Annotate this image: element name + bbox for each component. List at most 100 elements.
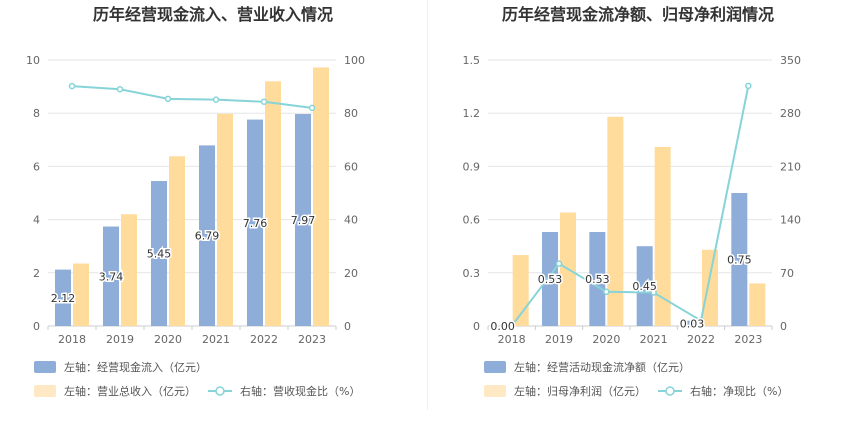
bar-primary: [199, 145, 215, 326]
ratio-point: [212, 96, 220, 103]
right-y-tick-label: 100: [344, 54, 365, 67]
bar-primary: [684, 320, 700, 326]
x-tick-label: 2023: [298, 333, 326, 346]
ratio-point: [650, 289, 657, 296]
bar-secondary: [265, 81, 281, 326]
bar-primary: [151, 181, 167, 326]
bar-data-label: 0.03: [680, 317, 705, 330]
left-y-tick-label: 0: [33, 320, 40, 333]
bar-primary: [589, 232, 606, 326]
ratio-point: [603, 288, 610, 296]
left-y-tick-label: 1.2: [463, 107, 481, 120]
right-y-tick-label: 0: [344, 320, 351, 333]
right-y-tick-label: 70: [780, 267, 794, 280]
ratio-line: [71, 85, 313, 109]
ratio-point: [508, 322, 515, 330]
x-tick-label: 2021: [640, 333, 668, 346]
bar-primary: [636, 246, 653, 326]
legend-label: 左轴：经营现金流入（亿元）: [64, 360, 207, 374]
left-y-tick-label: 0.3: [463, 267, 481, 280]
left-y-tick-label: 1.5: [463, 54, 481, 67]
bar-data-label: 6.79: [195, 230, 220, 243]
right-y-tick-label: 280: [780, 107, 801, 120]
bar-primary: [103, 226, 119, 326]
x-tick-label: 2022: [250, 333, 278, 346]
legend-swatch: [34, 385, 56, 397]
ratio-point: [68, 82, 76, 90]
x-tick-label: 2018: [58, 333, 86, 346]
bar-data-label: 7.97: [291, 214, 316, 227]
chart-title: 历年经营现金流入、营业收入情况: [93, 5, 333, 24]
right-y-tick-label: 350: [780, 54, 801, 67]
x-tick-label: 2019: [545, 333, 573, 346]
bar-data-label: 0.53: [585, 273, 610, 286]
legend-line-marker: [215, 386, 225, 396]
bar-primary: [55, 269, 71, 326]
bar-data-label: 5.45: [147, 248, 172, 261]
left-y-tick-label: 6: [33, 160, 40, 173]
left-y-tick-label: 10: [26, 54, 40, 67]
panel-divider: [427, 0, 428, 410]
right-y-tick-label: 40: [344, 214, 358, 227]
right-y-tick-label: 210: [780, 160, 801, 173]
x-tick-label: 2020: [592, 333, 620, 346]
bar-secondary: [73, 263, 89, 326]
legend-line-marker: [665, 386, 675, 396]
chart-title: 历年经营现金流净额、归母净利润情况: [502, 5, 774, 24]
left-y-tick-label: 8: [33, 107, 40, 120]
ratio-point: [697, 317, 705, 324]
ratio-point: [308, 104, 316, 112]
x-tick-label: 2023: [734, 333, 762, 346]
bar-data-label: 0.53: [538, 273, 563, 286]
ratio-point: [260, 98, 268, 106]
legend-label: 左轴：归母净利润（亿元）: [514, 384, 646, 398]
bar-primary: [295, 113, 311, 326]
x-tick-label: 2019: [106, 333, 134, 346]
left-y-tick-label: 2: [33, 267, 40, 280]
x-tick-label: 2020: [154, 333, 182, 346]
legend-label: 左轴：营业总收入（亿元）: [64, 384, 196, 398]
ratio-point: [116, 86, 124, 93]
left-y-tick-label: 4: [33, 214, 40, 227]
right-y-tick-label: 60: [344, 160, 358, 173]
chart-panel-1: 历年经营现金流入、营业收入情况 0 0 2 20 4 40 6 60 8 80 10 100 2018 20…: [26, 5, 365, 398]
right-y-tick-label: 20: [344, 267, 358, 280]
legend-swatch: [34, 361, 56, 373]
chart-panel-2: 历年经营现金流净额、归母净利润情况 0 0 0.3 70 0.6 140 0.9 210 1.2 2…: [463, 5, 802, 398]
bar-data-label: 2.12: [51, 292, 76, 305]
bar-secondary: [749, 283, 766, 326]
bar-data-label: 0.00: [490, 320, 515, 333]
left-y-tick-label: 0.9: [463, 160, 481, 173]
bar-secondary: [169, 156, 185, 326]
right-y-tick-label: 140: [780, 214, 801, 227]
bar-secondary: [654, 146, 671, 326]
bar-primary: [542, 232, 558, 326]
legend-swatch: [484, 361, 506, 373]
right-y-tick-label: 80: [344, 107, 358, 120]
legend-label: 右轴：净现比（%）: [690, 384, 788, 398]
bar-secondary: [607, 116, 624, 326]
ratio-point: [745, 82, 752, 90]
right-y-tick-label: 0: [780, 320, 787, 333]
ratio-point: [164, 95, 172, 103]
bar-primary: [247, 119, 263, 326]
bar-secondary: [217, 113, 233, 327]
bar-secondary: [121, 214, 137, 326]
legend-label: 左轴：经营活动现金流净额（亿元）: [514, 360, 690, 374]
x-tick-label: 2021: [202, 333, 230, 346]
bar-data-label: 7.76: [243, 217, 268, 230]
bar-data-label: 0.75: [727, 254, 752, 267]
legend-label: 右轴：营收现金比（%）: [240, 384, 360, 398]
bar-secondary: [313, 67, 329, 326]
left-y-tick-label: 0: [473, 320, 480, 333]
ratio-point: [555, 260, 563, 267]
legend-swatch: [484, 385, 506, 397]
bar-secondary: [702, 249, 718, 326]
x-tick-label: 2022: [687, 333, 715, 346]
bar-data-label: 3.74: [99, 270, 124, 283]
x-tick-label: 2018: [498, 333, 526, 346]
bar-primary: [731, 193, 748, 326]
ratio-line: [510, 85, 750, 327]
